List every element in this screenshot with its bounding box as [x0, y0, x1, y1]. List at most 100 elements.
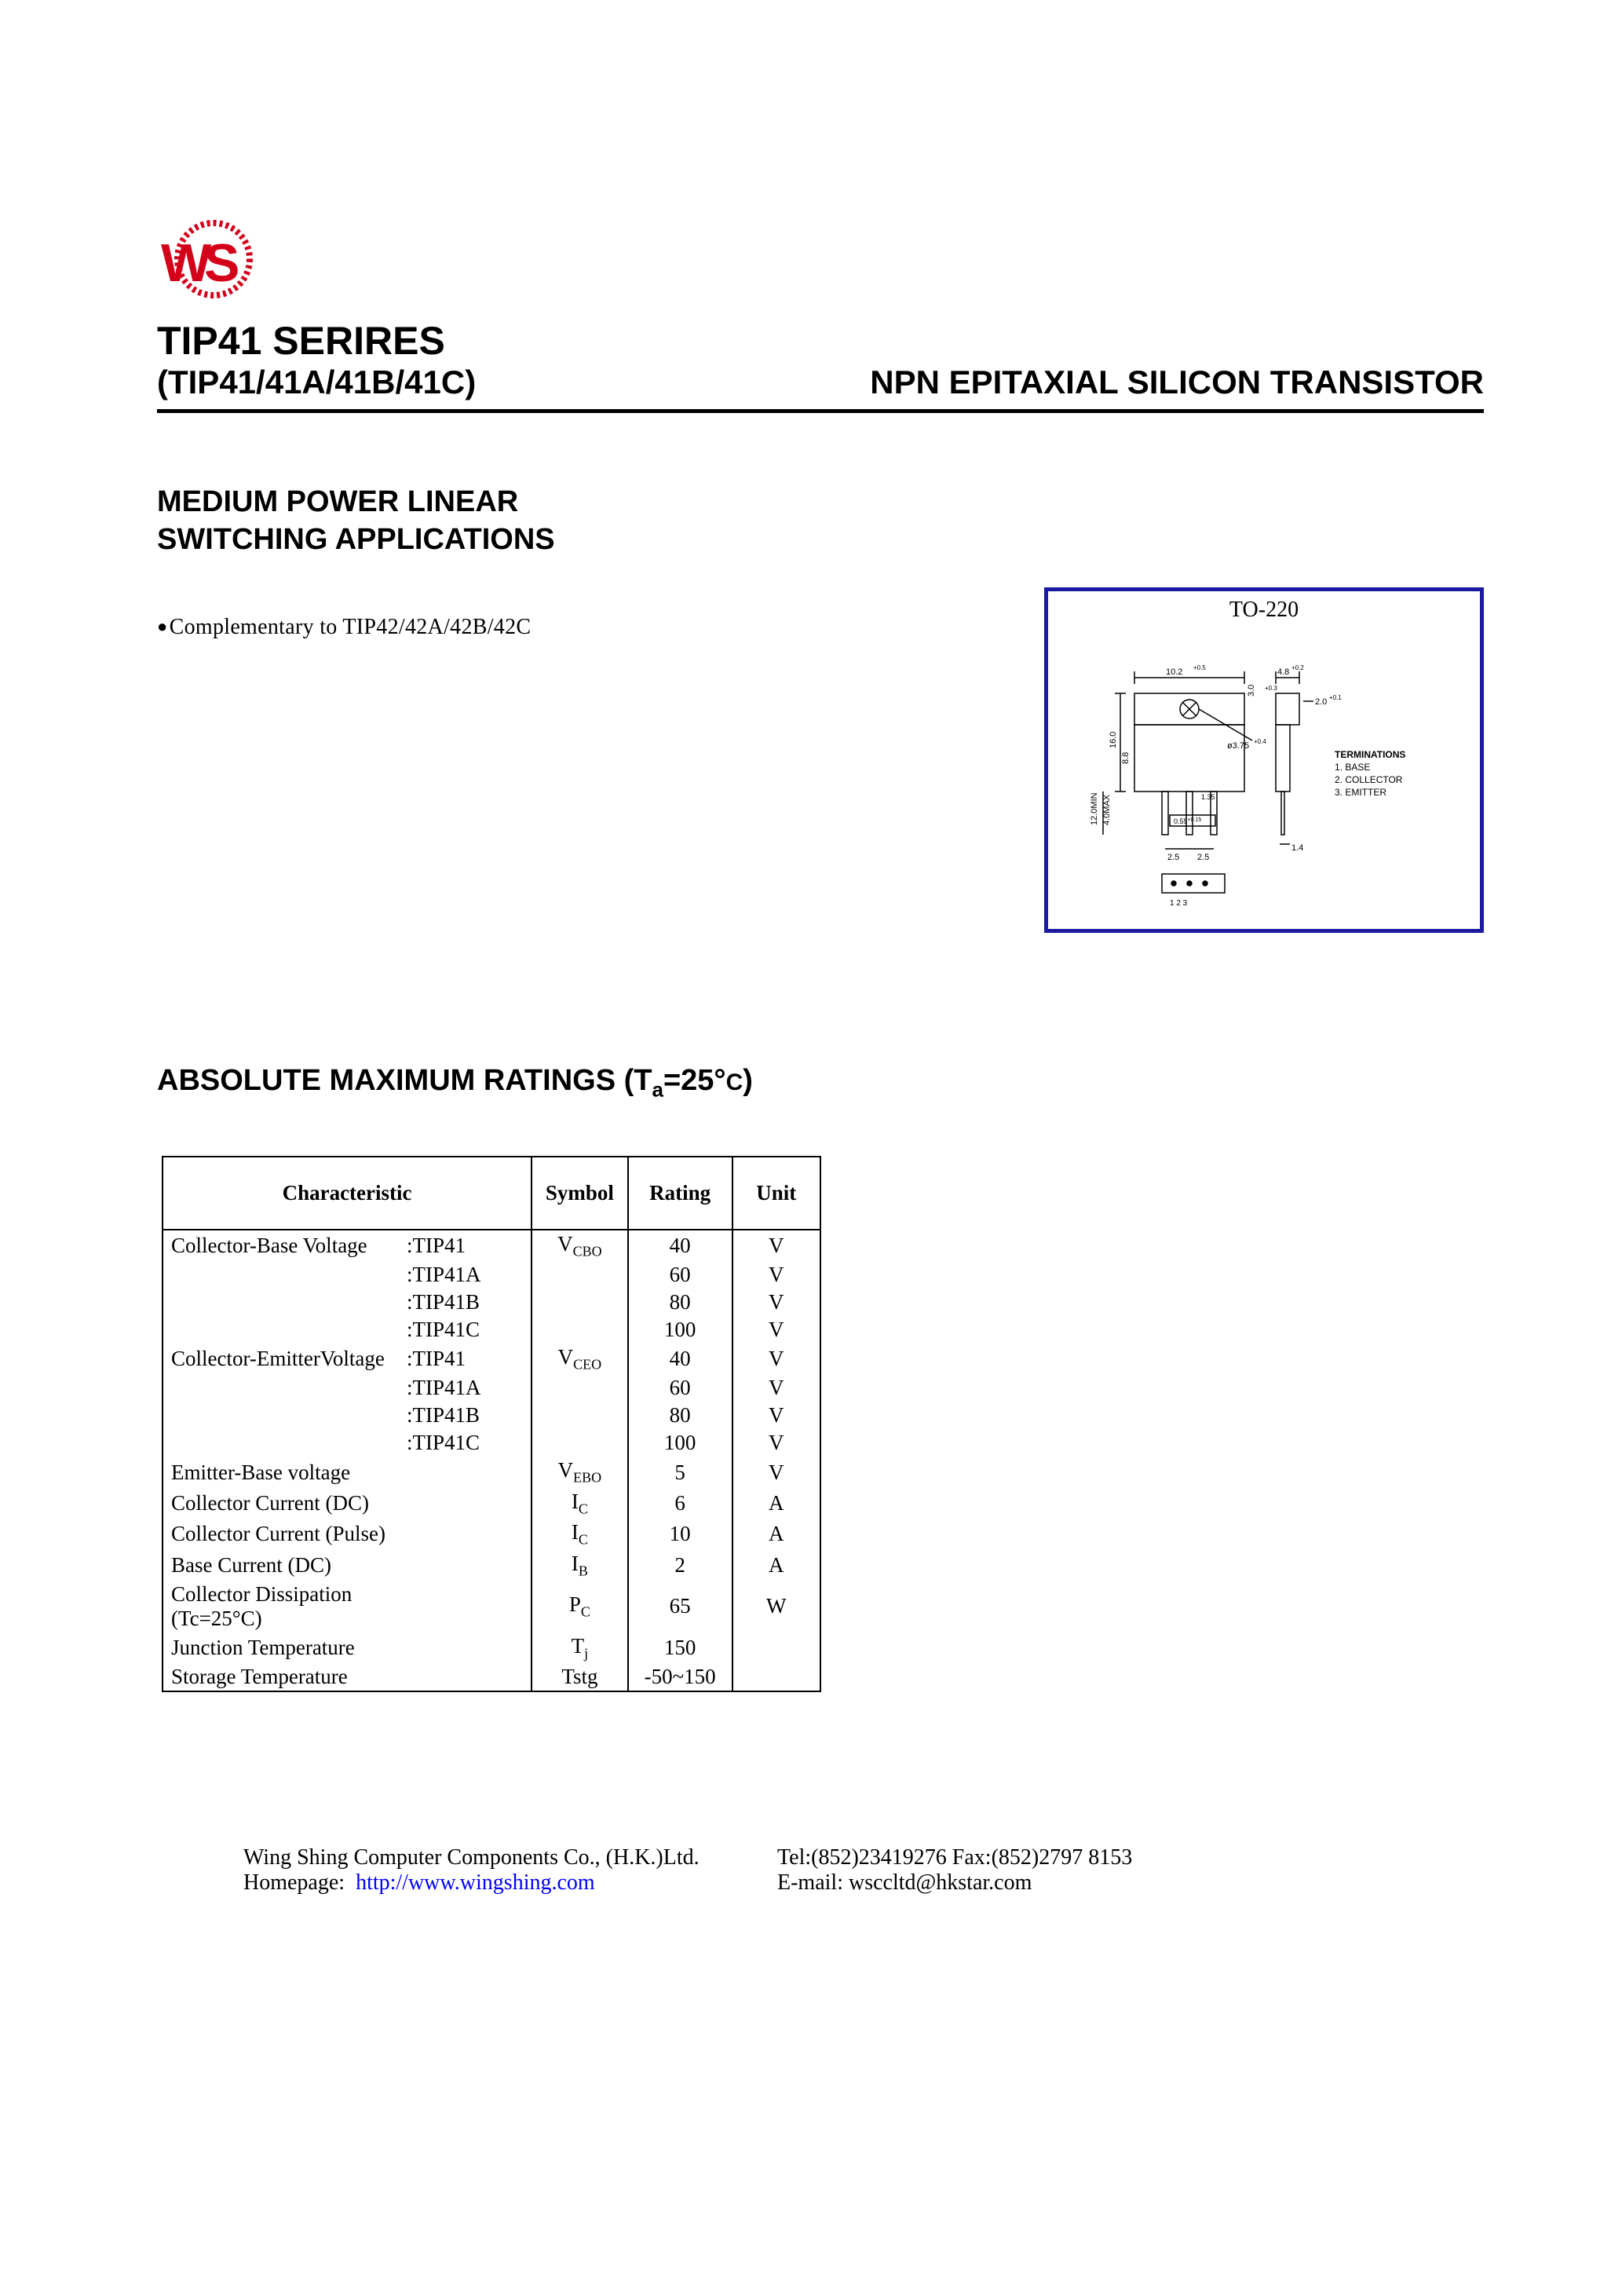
svg-text:+0.3: +0.3 [1265, 685, 1277, 692]
svg-text:2. COLLECTOR: 2. COLLECTOR [1335, 774, 1403, 785]
cell-unit: V [732, 1261, 820, 1289]
part-numbers: (TIP41/41A/41B/41C) [157, 364, 476, 401]
cell-symbol [532, 1429, 628, 1457]
svg-text:2.5: 2.5 [1197, 853, 1209, 862]
package-label: TO-220 [1048, 598, 1480, 623]
cell-characteristic: Collector Dissipation (Tc=25°C) [163, 1581, 532, 1632]
table-row: :TIP41B 80V [163, 1402, 820, 1429]
svg-text:1 2 3: 1 2 3 [1170, 899, 1188, 908]
col-characteristic: Characteristic [163, 1157, 532, 1230]
applications-heading: MEDIUM POWER LINEAR SWITCHING APPLICATIO… [157, 484, 1484, 558]
cell-symbol: VCEO [532, 1344, 628, 1374]
package-diagram: TO-220 [1044, 587, 1484, 933]
cell-symbol: Tstg [532, 1663, 628, 1691]
cell-characteristic: Storage Temperature [163, 1663, 532, 1691]
cell-unit: V [732, 1230, 820, 1261]
cell-characteristic: Collector Current (Pulse) [163, 1519, 532, 1549]
cell-rating: 10 [628, 1519, 732, 1549]
svg-text:+0.2: +0.2 [1291, 664, 1304, 671]
cell-symbol: PC [532, 1581, 628, 1632]
dim-top-w: 10.2 [1166, 667, 1182, 677]
cell-characteristic: Collector-EmitterVoltage:TIP41 [163, 1344, 532, 1374]
homepage-link[interactable]: http://www.wingshing.com [356, 1870, 595, 1895]
cell-unit: A [732, 1488, 820, 1519]
cell-rating: 6 [628, 1488, 732, 1519]
cell-rating: 100 [628, 1429, 732, 1457]
table-row: Collector-EmitterVoltage:TIP41VCEO40V [163, 1344, 820, 1374]
page-footer: Wing Shing Computer Components Co., (H.K… [243, 1845, 1421, 1896]
cell-unit: V [732, 1402, 820, 1429]
cell-characteristic: :TIP41B [163, 1402, 532, 1429]
cell-rating: 60 [628, 1374, 732, 1402]
cell-rating: 40 [628, 1230, 732, 1261]
cell-rating: 80 [628, 1402, 732, 1429]
svg-text:ø3.75: ø3.75 [1227, 741, 1249, 751]
cell-symbol [532, 1261, 628, 1289]
table-row: Collector Current (DC)IC6A [163, 1488, 820, 1519]
cell-rating: 60 [628, 1261, 732, 1289]
col-rating: Rating [628, 1157, 732, 1230]
cell-unit: V [732, 1289, 820, 1316]
cell-characteristic: Collector Current (DC) [163, 1488, 532, 1519]
table-row: Storage TemperatureTstg-50~150 [163, 1663, 820, 1691]
applications-line2: SWITCHING APPLICATIONS [157, 521, 1484, 559]
cell-characteristic: Emitter-Base voltage [163, 1457, 532, 1487]
cell-characteristic: :TIP41C [163, 1429, 532, 1457]
svg-text:8.8: 8.8 [1121, 752, 1131, 764]
homepage-label: Homepage: [243, 1870, 345, 1895]
cell-symbol [532, 1289, 628, 1316]
svg-text:2.5: 2.5 [1167, 853, 1179, 862]
cell-characteristic: Collector-Base Voltage:TIP41 [163, 1230, 532, 1261]
svg-text:1.4: 1.4 [1291, 843, 1303, 853]
cell-symbol: IC [532, 1519, 628, 1549]
cell-symbol: VEBO [532, 1457, 628, 1487]
cell-rating: 65 [628, 1581, 732, 1632]
cell-symbol: VCBO [532, 1230, 628, 1261]
product-type: NPN EPITAXIAL SILICON TRANSISTOR [870, 364, 1484, 401]
svg-text:16.0: 16.0 [1109, 732, 1118, 748]
col-symbol: Symbol [532, 1157, 628, 1230]
cell-characteristic: :TIP41A [163, 1374, 532, 1402]
cell-characteristic: Base Current (DC) [163, 1550, 532, 1581]
footer-telfax: Tel:(852)23419276 Fax:(852)2797 8153 [777, 1845, 1421, 1870]
table-row: Emitter-Base voltageVEBO5V [163, 1457, 820, 1487]
cell-characteristic: :TIP41C [163, 1316, 532, 1344]
cell-symbol [532, 1374, 628, 1402]
table-row: Junction TemperatureTj150 [163, 1632, 820, 1663]
ratings-table: Characteristic Symbol Rating Unit Collec… [162, 1156, 821, 1693]
cell-unit: A [732, 1550, 820, 1581]
bullet-icon: ● [157, 616, 168, 636]
cell-rating: 80 [628, 1289, 732, 1316]
cell-rating: 2 [628, 1550, 732, 1581]
cell-characteristic: :TIP41A [163, 1261, 532, 1289]
svg-text:4.0MAX: 4.0MAX [1102, 794, 1112, 825]
cell-symbol [532, 1316, 628, 1344]
cell-unit: V [732, 1344, 820, 1374]
cell-characteristic: :TIP41B [163, 1289, 532, 1316]
svg-text:3.0: 3.0 [1247, 685, 1256, 696]
footer-company: Wing Shing Computer Components Co., (H.K… [243, 1845, 777, 1870]
svg-text:+0.5: +0.5 [1193, 664, 1206, 671]
table-row: :TIP41C100V [163, 1316, 820, 1344]
table-row: Base Current (DC)IB2A [163, 1550, 820, 1581]
subheader-row: (TIP41/41A/41B/41C) NPN EPITAXIAL SILICO… [157, 364, 1484, 413]
cell-symbol: IC [532, 1488, 628, 1519]
cell-rating: 5 [628, 1457, 732, 1487]
table-row: Collector Dissipation (Tc=25°C)PC65W [163, 1581, 820, 1632]
cell-rating: -50~150 [628, 1663, 732, 1691]
svg-text:4.8: 4.8 [1277, 667, 1289, 677]
cell-rating: 100 [628, 1316, 732, 1344]
cell-symbol [532, 1402, 628, 1429]
svg-text:1.35: 1.35 [1201, 793, 1215, 801]
footer-email: E-mail: wsccltd@hkstar.com [777, 1870, 1421, 1896]
cell-unit: A [732, 1519, 820, 1549]
table-row: :TIP41B 80V [163, 1289, 820, 1316]
table-row: Collector-Base Voltage:TIP41VCBO40V [163, 1230, 820, 1261]
company-logo: W S [157, 220, 1484, 310]
cell-unit: V [732, 1457, 820, 1487]
cell-unit: V [732, 1374, 820, 1402]
svg-text:TERMINATIONS: TERMINATIONS [1335, 749, 1405, 760]
svg-text:2.0: 2.0 [1315, 697, 1327, 707]
table-row: :TIP41A 60V [163, 1374, 820, 1402]
svg-text:1. BASE: 1. BASE [1335, 762, 1370, 773]
